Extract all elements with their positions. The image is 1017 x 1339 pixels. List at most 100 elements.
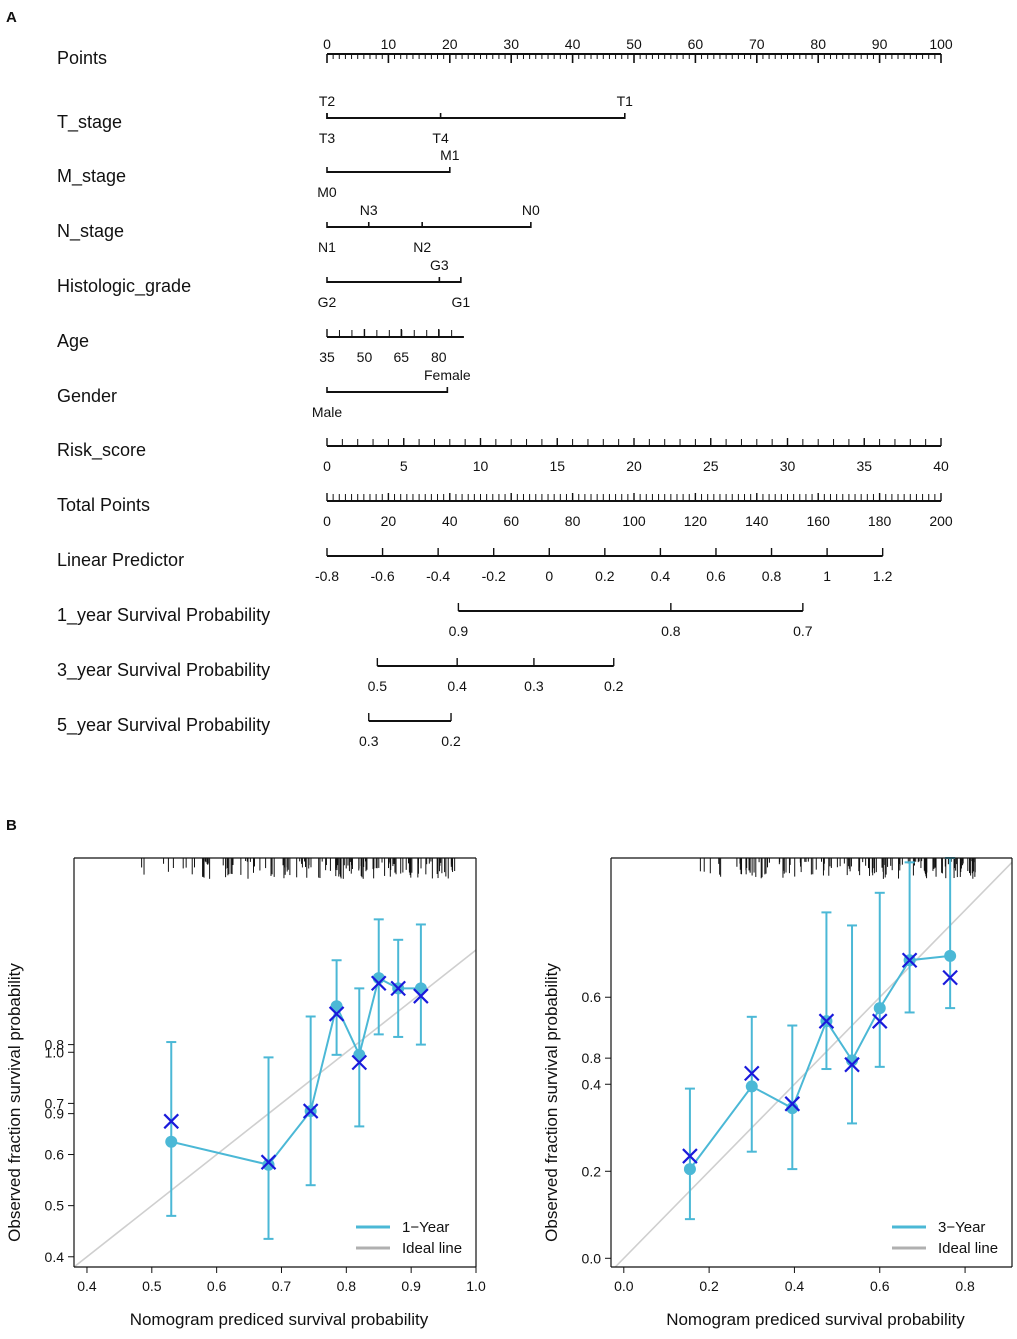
bias-corrected-point [163,1113,180,1130]
x-tick-label: 0.2 [699,1278,719,1294]
tick-label-5-year-survival-probability: 0.2 [441,733,461,749]
row-label-3-year-survival-probability: 3_year Survival Probability [57,660,270,681]
row-label-m-stage: M_stage [57,166,126,187]
calibration-plot-3-year: 0.0 0.2 0.4 0.6 0.8 0.0 0.2 0.4 0.8 0.6 Nomogram p… [542,857,1013,1329]
tick-label-3-year-survival-probability: 0.3 [524,678,544,694]
tick-label-linear-predictor: -0.8 [315,568,339,584]
tick-label-total-points: 100 [622,513,646,529]
y-axis-title: Observed fraction survival probability [542,963,561,1242]
tick-label-total-points: 0 [323,513,331,529]
tick-label-points: 0 [323,36,331,52]
calibration-point [745,1080,758,1093]
bias-corrected-point [942,969,958,986]
y-tick-label: 0.4 [582,1076,602,1092]
tick-label-points: 70 [749,36,765,52]
tick-label-1-year-survival-probability: 0.8 [661,623,681,639]
bias-corrected-point [901,952,918,969]
tick-label-linear-predictor: 1.2 [873,568,893,584]
level-label-gender: Male [312,404,343,420]
tick-label-points: 100 [929,36,953,52]
panel-a-letter: A [6,9,17,26]
level-label-histologic-grade: G1 [452,294,471,310]
row-label-t-stage: T_stage [57,112,122,133]
level-label-n-stage: N1 [318,239,336,255]
tick-label-total-points: 200 [929,513,953,529]
tick-label-3-year-survival-probability: 0.4 [447,678,467,694]
bias-corrected-point [682,1148,698,1164]
calibration-point [353,1048,366,1061]
tick-label-risk-score: 40 [933,458,949,474]
x-tick-label: 0.4 [785,1278,805,1294]
tick-label-risk-score: 35 [856,458,872,474]
tick-label-linear-predictor: 0.8 [762,568,782,584]
y-tick-label: 0.6 [582,989,602,1005]
tick-label-risk-score: 15 [549,458,565,474]
bias-corrected-point [351,1054,368,1071]
level-label-t-stage: T3 [319,130,336,146]
tick-label-total-points: 180 [868,513,892,529]
tick-label-points: 90 [872,36,888,52]
row-label-points: Points [57,48,107,68]
row-label-total-points: Total Points [57,495,150,515]
calibration-line [689,954,951,1170]
x-axis-title: Nomogram prediced survival probability [666,1310,965,1329]
ideal-line [73,949,477,1268]
row-label-n-stage: N_stage [57,221,124,242]
row-label-risk-score: Risk_score [57,440,146,461]
bias-corrected-point [370,975,387,992]
y-axis-title: Observed fraction survival probability [5,963,24,1242]
tick-label-age: 80 [431,349,447,365]
bias-corrected-point [390,980,406,997]
tick-label-points: 40 [565,36,581,52]
tick-label-linear-predictor: 0.6 [706,568,726,584]
tick-label-risk-score: 20 [626,458,642,474]
tick-label-5-year-survival-probability: 0.3 [359,733,379,749]
x-tick-label: 0.4 [77,1278,97,1294]
tick-label-age: 50 [357,349,373,365]
y-tick-label: 0.7 [45,1095,65,1111]
tick-label-points: 50 [626,36,642,52]
calibration-point [165,1135,178,1148]
calibration-point [330,1000,343,1013]
level-label-n-stage: N2 [413,239,431,255]
bias-corrected-point [818,1013,835,1029]
row-label-linear-predictor: Linear Predictor [57,550,184,570]
y-tick-label: 0.5 [45,1198,65,1214]
x-tick-label: 0.8 [955,1278,975,1294]
calibration-point [944,949,957,962]
tick-label-linear-predictor: -0.6 [371,568,395,584]
tick-label-3-year-survival-probability: 0.5 [368,678,388,694]
tick-label-linear-predictor: -0.2 [482,568,506,584]
tick-label-linear-predictor: 0 [545,568,553,584]
tick-label-risk-score: 0 [323,458,331,474]
x-tick-label: 0.5 [142,1278,162,1294]
tick-label-risk-score: 10 [473,458,489,474]
ideal-line [614,861,1013,1268]
tick-label-points: 80 [810,36,826,52]
bias-corrected-point [743,1065,760,1082]
level-label-m-stage: M1 [440,147,460,163]
tick-label-total-points: 160 [807,513,831,529]
level-label-t-stage: T4 [432,130,449,146]
tick-label-points: 20 [442,36,458,52]
tick-label-total-points: 140 [745,513,769,529]
level-label-histologic-grade: G3 [430,257,449,273]
tick-label-risk-score: 25 [703,458,719,474]
x-tick-label: 0.9 [401,1278,421,1294]
bias-corrected-point [328,1006,345,1022]
x-tick-label: 1.0 [466,1278,486,1294]
tick-label-linear-predictor: 0.4 [651,568,671,584]
x-tick-label: 0.8 [337,1278,357,1294]
bias-corrected-point [302,1103,319,1119]
tick-label-linear-predictor: 0.2 [595,568,615,584]
level-label-n-stage: N0 [522,202,540,218]
tick-label-1-year-survival-probability: 0.7 [793,623,813,639]
legend-label-ideal-line: Ideal line [938,1240,998,1257]
row-label-gender: Gender [57,386,117,406]
tick-label-points: 10 [381,36,397,52]
row-label-5-year-survival-probability: 5_year Survival Probability [57,715,270,736]
y-tick-label: 0.0 [582,1250,602,1266]
legend-label-1-year: 1−Year [402,1219,449,1236]
